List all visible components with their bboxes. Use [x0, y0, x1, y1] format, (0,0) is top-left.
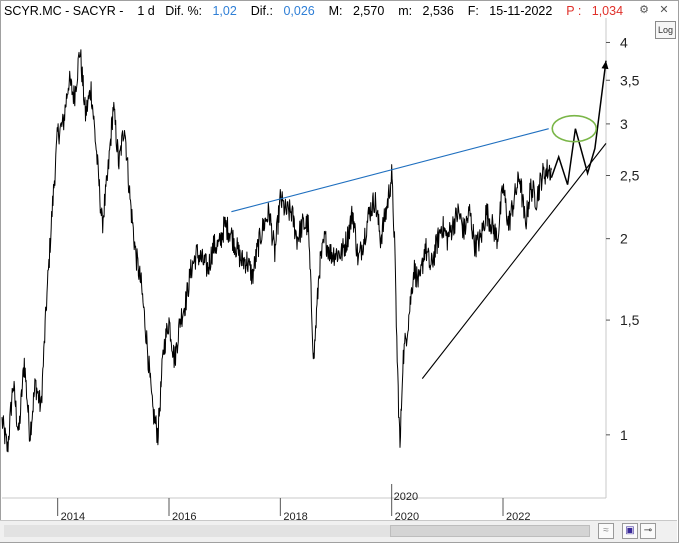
gear-icon[interactable]: ⚙ — [639, 4, 649, 16]
max-value: 2,570 — [352, 4, 385, 18]
price-chart[interactable]: 4 3,5 3 2,5 2 1,5 1 2014 2016 2018 2020 2022 2020 — [0, 0, 679, 520]
dif-pct-label: Dif. %: — [165, 4, 203, 18]
trendline[interactable] — [421, 143, 607, 379]
chart-grid — [2, 18, 607, 499]
p-value: 1,034 — [591, 4, 624, 18]
x-tick-label: 2018 — [283, 511, 307, 520]
min-label: m: — [398, 4, 413, 18]
cursor-label: 2020 — [394, 491, 418, 503]
log-scale-button[interactable]: Log — [655, 21, 676, 39]
y-tick-label: 3,5 — [620, 72, 640, 88]
p-label: P : — [566, 4, 582, 18]
date-label: F: — [467, 4, 479, 18]
dif-value: 0,026 — [283, 4, 315, 18]
pin-icon[interactable]: ⊸ — [640, 523, 656, 539]
trendline[interactable] — [231, 128, 549, 213]
x-tick-label: 2014 — [61, 511, 85, 520]
price-series — [1, 49, 552, 453]
y-tick-label: 1 — [620, 427, 628, 443]
target-ellipse[interactable] — [551, 114, 598, 143]
max-label: M: — [328, 4, 343, 18]
dif-label: Dif.: — [250, 4, 273, 18]
y-tick-label: 2 — [620, 231, 628, 247]
chart-header: SCYR.MC - SACYR - 1 d Dif. %: 1,02 Dif.:… — [4, 3, 623, 19]
date-value: 15-11-2022 — [489, 4, 553, 18]
wave-icon[interactable]: ≈ — [598, 523, 614, 539]
price-line — [1, 49, 552, 453]
projection-arrowhead — [601, 60, 609, 70]
x-tick-label: 2016 — [172, 511, 196, 520]
y-tick-label: 2,5 — [620, 167, 640, 183]
x-tick-label: 2022 — [506, 511, 530, 520]
symbol-label: SCYR.MC - SACYR - — [4, 4, 124, 18]
projection-path[interactable] — [550, 60, 607, 185]
x-tick-label: 2020 — [395, 511, 419, 520]
scrollbar-thumb[interactable] — [390, 525, 590, 537]
y-axis: 4 3,5 3 2,5 2 1,5 1 — [606, 34, 640, 443]
y-tick-label: 1,5 — [620, 312, 640, 328]
min-value: 2,536 — [422, 4, 454, 18]
x-axis: 2014 2016 2018 2020 2022 2020 — [57, 484, 530, 520]
y-tick-label: 3 — [620, 116, 628, 132]
y-tick-label: 4 — [620, 34, 628, 50]
interval-label[interactable]: 1 d — [137, 4, 155, 18]
bottom-toolbar: ≈ ▣ ⊸ — [0, 520, 677, 542]
dif-pct-value: 1,02 — [212, 4, 237, 18]
save-icon[interactable]: ▣ — [622, 523, 638, 539]
close-icon[interactable]: ✕ — [659, 4, 669, 16]
chart-annotations — [231, 60, 609, 379]
